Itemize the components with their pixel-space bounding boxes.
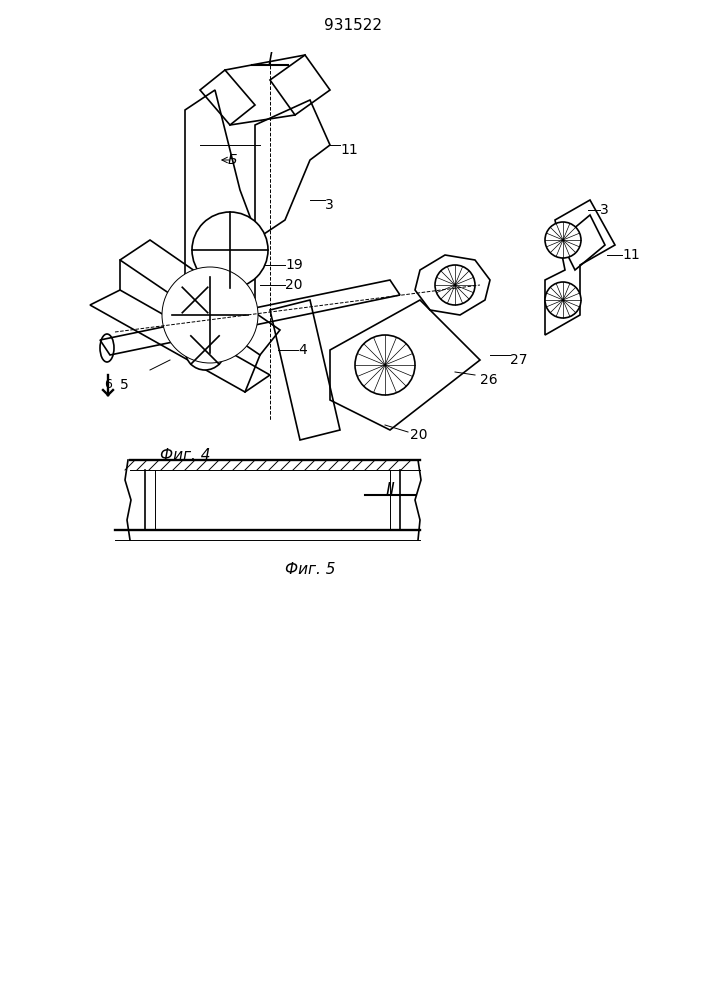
Text: Фиг. 4: Фиг. 4 — [160, 448, 210, 462]
Text: II: II — [385, 481, 395, 499]
Text: 11: 11 — [622, 248, 640, 262]
Text: 4: 4 — [298, 343, 307, 357]
Text: 19: 19 — [285, 258, 303, 272]
Text: Б: Б — [227, 153, 237, 167]
Circle shape — [185, 330, 225, 370]
Text: I: I — [267, 51, 272, 69]
Circle shape — [355, 335, 415, 395]
Circle shape — [162, 267, 258, 363]
Text: 20: 20 — [285, 278, 303, 292]
Text: 3: 3 — [600, 203, 609, 217]
Text: 27: 27 — [510, 353, 527, 367]
Text: Фиг. 5: Фиг. 5 — [285, 562, 335, 578]
Text: 26: 26 — [480, 373, 498, 387]
Text: 20: 20 — [410, 428, 428, 442]
Text: 931522: 931522 — [324, 17, 382, 32]
Text: 11: 11 — [340, 143, 358, 157]
Text: 3: 3 — [325, 198, 334, 212]
Circle shape — [545, 282, 581, 318]
Circle shape — [172, 277, 248, 353]
Circle shape — [435, 265, 475, 305]
Circle shape — [545, 222, 581, 258]
Text: 5: 5 — [120, 378, 129, 392]
Circle shape — [192, 212, 268, 288]
Text: 6: 6 — [104, 378, 112, 391]
Circle shape — [177, 282, 213, 318]
